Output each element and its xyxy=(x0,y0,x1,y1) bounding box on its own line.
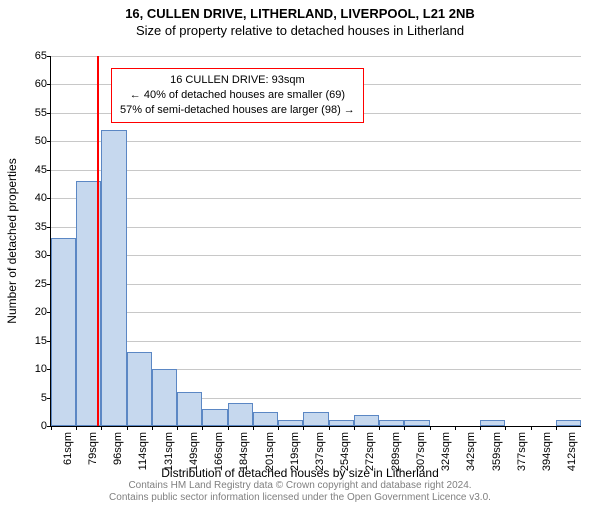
y-tick-mark xyxy=(47,141,51,142)
x-tick-mark xyxy=(329,426,330,430)
gridline xyxy=(51,284,581,285)
footer-line-1: Contains HM Land Registry data © Crown c… xyxy=(0,480,600,492)
y-tick-mark xyxy=(47,227,51,228)
histogram-bar xyxy=(480,420,505,426)
x-tick-label: 412sqm xyxy=(566,432,578,471)
footer-attribution: Contains HM Land Registry data © Crown c… xyxy=(0,480,600,504)
reference-marker-line xyxy=(97,56,99,426)
x-axis-label: Distribution of detached houses by size … xyxy=(161,466,439,480)
histogram-bar xyxy=(379,420,404,426)
x-tick-mark xyxy=(480,426,481,430)
annotation-line: 16 CULLEN DRIVE: 93sqm xyxy=(120,73,355,88)
x-tick-mark xyxy=(430,426,431,430)
histogram-bar xyxy=(101,130,126,426)
histogram-bar xyxy=(329,420,354,426)
x-tick-label: 359sqm xyxy=(491,432,503,471)
x-tick-mark xyxy=(202,426,203,430)
page-subtitle: Size of property relative to detached ho… xyxy=(0,23,600,38)
histogram-bar xyxy=(202,409,227,426)
x-tick-mark xyxy=(354,426,355,430)
x-tick-mark xyxy=(505,426,506,430)
histogram-bar xyxy=(278,420,303,426)
x-tick-mark xyxy=(177,426,178,430)
histogram-bar xyxy=(303,412,328,426)
x-tick-mark xyxy=(228,426,229,430)
gridline xyxy=(51,312,581,313)
histogram-bar xyxy=(354,415,379,426)
x-tick-mark xyxy=(76,426,77,430)
x-tick-mark xyxy=(127,426,128,430)
x-tick-label: 377sqm xyxy=(516,432,528,471)
gridline xyxy=(51,227,581,228)
x-tick-mark xyxy=(531,426,532,430)
footer-line-2: Contains public sector information licen… xyxy=(0,492,600,504)
gridline xyxy=(51,56,581,57)
x-tick-mark xyxy=(556,426,557,430)
x-tick-label: 61sqm xyxy=(62,432,74,465)
y-axis-label: Number of detached properties xyxy=(5,158,19,323)
x-tick-mark xyxy=(379,426,380,430)
y-tick-mark xyxy=(47,198,51,199)
x-tick-label: 394sqm xyxy=(541,432,553,471)
x-tick-label: 342sqm xyxy=(465,432,477,471)
x-tick-mark xyxy=(455,426,456,430)
histogram-bar xyxy=(404,420,429,426)
x-tick-label: 96sqm xyxy=(112,432,124,465)
histogram-bar xyxy=(152,369,177,426)
x-tick-mark xyxy=(404,426,405,430)
histogram-bar xyxy=(228,403,253,426)
y-tick-mark xyxy=(47,56,51,57)
y-tick-mark xyxy=(47,84,51,85)
histogram-bar xyxy=(253,412,278,426)
x-tick-mark xyxy=(152,426,153,430)
x-tick-mark xyxy=(278,426,279,430)
histogram-bar xyxy=(177,392,202,426)
x-tick-label: 79sqm xyxy=(87,432,99,465)
x-tick-mark xyxy=(253,426,254,430)
x-tick-mark xyxy=(303,426,304,430)
annotation-line: 57% of semi-detached houses are larger (… xyxy=(120,103,355,118)
page-title: 16, CULLEN DRIVE, LITHERLAND, LIVERPOOL,… xyxy=(0,6,600,21)
x-tick-label: 324sqm xyxy=(440,432,452,471)
x-tick-label: 114sqm xyxy=(137,432,149,470)
annotation-box: 16 CULLEN DRIVE: 93sqm← 40% of detached … xyxy=(111,68,364,123)
annotation-line: ← 40% of detached houses are smaller (69… xyxy=(120,88,355,103)
gridline xyxy=(51,198,581,199)
gridline xyxy=(51,341,581,342)
y-tick-mark xyxy=(47,113,51,114)
gridline xyxy=(51,141,581,142)
histogram-bar xyxy=(51,238,76,426)
histogram-bar xyxy=(127,352,152,426)
x-tick-mark xyxy=(51,426,52,430)
gridline xyxy=(51,170,581,171)
x-tick-mark xyxy=(101,426,102,430)
histogram-plot: 0510152025303540455055606561sqm79sqm96sq… xyxy=(50,56,581,427)
gridline xyxy=(51,255,581,256)
histogram-bar xyxy=(556,420,581,426)
y-tick-mark xyxy=(47,170,51,171)
